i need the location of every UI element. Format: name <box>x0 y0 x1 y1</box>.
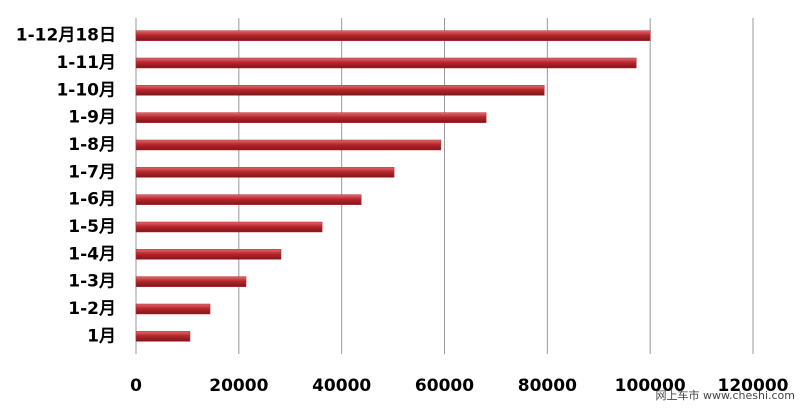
bar <box>135 249 282 260</box>
bar <box>135 276 247 287</box>
bar <box>135 194 362 205</box>
y-tick-label: 1-9月 <box>68 108 116 128</box>
y-tick-label: 1-8月 <box>68 135 116 155</box>
y-tick-label: 1-10月 <box>56 80 116 100</box>
watermark: 网上车市 www.cheshi.com <box>655 388 795 402</box>
bar <box>135 112 487 123</box>
y-tick-label: 1-12月18日 <box>16 26 116 46</box>
y-tick-label: 1-11月 <box>56 53 116 73</box>
x-tick-label: 0 <box>130 376 142 396</box>
bar <box>135 85 545 96</box>
y-tick-label: 1-6月 <box>68 190 116 210</box>
y-tick-label: 1-5月 <box>68 217 116 237</box>
bar <box>135 30 651 41</box>
bar <box>135 139 442 151</box>
y-tick-label: 1-7月 <box>68 162 116 182</box>
y-tick-label: 1月 <box>87 326 116 346</box>
y-tick-label: 1-3月 <box>68 272 116 292</box>
bar <box>135 221 323 233</box>
x-tick-label: 20000 <box>209 376 268 396</box>
x-tick-label: 120000 <box>718 376 789 396</box>
bar <box>135 57 637 69</box>
x-tick-label: 60000 <box>415 376 474 396</box>
y-tick-label: 1-4月 <box>68 244 116 264</box>
bar <box>135 303 211 315</box>
y-tick-label: 1-2月 <box>68 299 116 319</box>
bar <box>135 167 395 178</box>
x-tick-label: 100000 <box>615 376 686 396</box>
x-tick-label: 80000 <box>518 376 577 396</box>
bar <box>135 331 191 342</box>
x-tick-label: 40000 <box>312 376 371 396</box>
